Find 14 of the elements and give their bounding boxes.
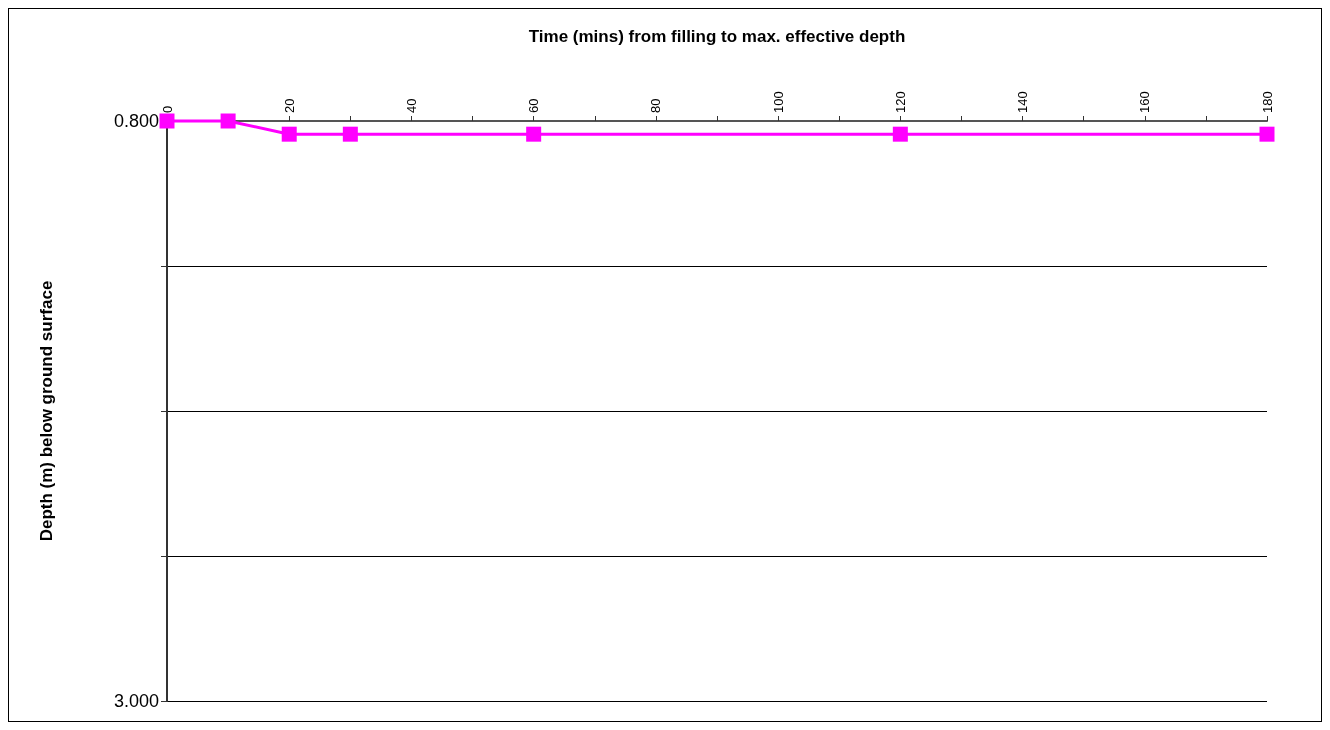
y-tick-label: 3.000 — [113, 691, 159, 711]
x-tick-label: 40 — [403, 98, 419, 113]
x-tick-label: 140 — [1015, 91, 1031, 113]
x-tick-label: 160 — [1137, 91, 1153, 113]
x-tick-label: 80 — [648, 98, 664, 113]
x-tick-label: 100 — [770, 91, 786, 113]
x-tick-label: 120 — [892, 91, 908, 113]
y-axis-title: Depth (m) below ground surface — [37, 280, 56, 542]
x-tick-label: 60 — [526, 98, 542, 113]
x-tick-label: 0 — [159, 105, 175, 113]
x-tick-label: 20 — [281, 98, 297, 113]
x-tick-label: 180 — [1259, 91, 1275, 113]
x-axis-title: Time (mins) from filling to max. effective depth — [528, 27, 906, 46]
y-tick-label: 0.800 — [113, 111, 159, 131]
